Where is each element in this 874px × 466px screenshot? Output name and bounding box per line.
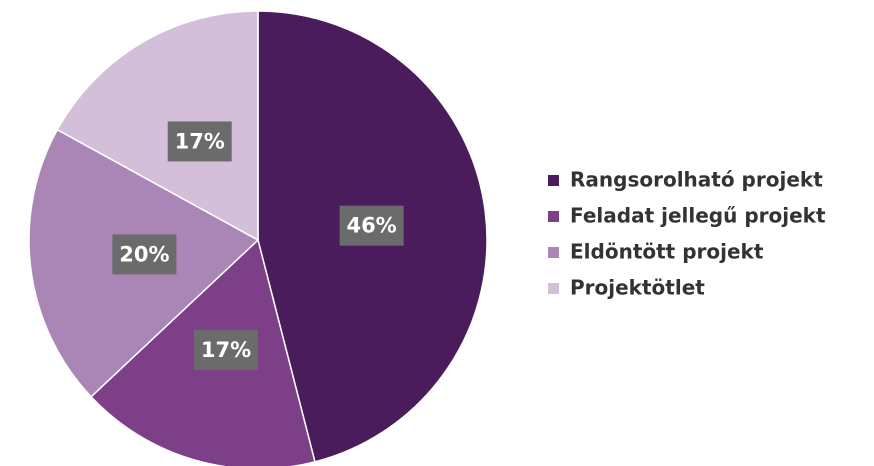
data-label: 17% xyxy=(201,338,251,362)
legend-swatch xyxy=(548,283,559,294)
legend-swatch xyxy=(548,247,559,258)
legend-label: Projektötlet xyxy=(570,276,705,300)
legend-label: Eldöntött projekt xyxy=(570,240,764,264)
legend-label: Rangsorolható projekt xyxy=(570,168,823,192)
data-label-box xyxy=(194,329,259,370)
legend-label: Feladat jellegű projekt xyxy=(570,204,826,228)
legend-swatch xyxy=(548,211,559,222)
pie-slice xyxy=(56,10,259,242)
data-label-box xyxy=(112,234,177,275)
legend-swatch xyxy=(548,175,559,186)
data-label: 46% xyxy=(346,214,396,238)
data-label: 20% xyxy=(119,242,169,266)
data-label: 17% xyxy=(175,129,225,153)
data-label-box xyxy=(339,205,404,246)
data-label-box xyxy=(167,121,232,162)
